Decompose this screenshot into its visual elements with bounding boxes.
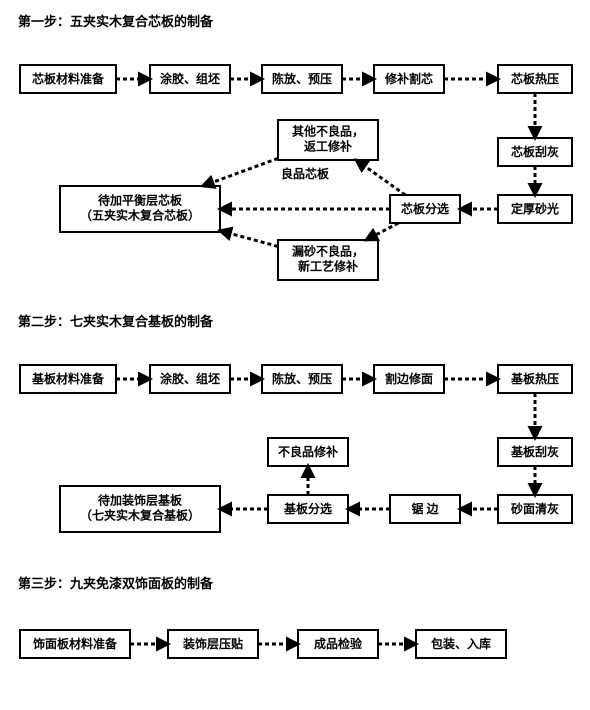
step3-inspect-label: 成品检验	[314, 636, 363, 651]
step1-trim-label: 修补割芯	[384, 71, 433, 86]
step2-title: 第二步：七夹实木复合基板的制备	[18, 314, 214, 329]
step2-prep-label: 基板材料准备	[31, 371, 105, 386]
step2-defect-label: 不良品修补	[278, 444, 338, 459]
step3-prep-label: 饰面板材料准备	[33, 636, 118, 651]
step1-balance-label-0: 待加平衡层芯板	[98, 192, 183, 207]
step3-pack-label: 包装、入库	[430, 636, 491, 651]
step2-sort-label: 基板分选	[283, 501, 332, 516]
step3-title: 第三步：九夹免漆双饰面板的制备	[18, 576, 214, 591]
step1-defect_sand-label-1: 新工艺修补	[298, 258, 358, 273]
step1-arrow-7	[356, 160, 405, 195]
step1-title: 第一步：五夹实木复合芯板的制备	[18, 14, 214, 29]
step1-defect_sand-label-0: 漏砂不良品，	[292, 243, 364, 258]
step1-arrow-11	[220, 231, 278, 247]
step1-balance-label-1: （五夹实木复合芯板）	[80, 207, 200, 222]
step1-arrow-8	[366, 223, 398, 240]
step2-hotpress-label: 基板热压	[510, 371, 559, 386]
step1-good-label: 良品芯板	[281, 166, 330, 181]
step2-prepress-label: 陈放、预压	[272, 371, 332, 386]
step1-sort-label: 芯板分选	[401, 201, 449, 216]
step2-decorate-label-1: （七夹实木复合基板）	[80, 507, 200, 522]
step1-prepress-label: 陈放、预压	[272, 71, 332, 86]
step3-press-label: 装饰层压贴	[182, 636, 243, 651]
step2-decorate-label-0: 待加装饰层基板	[98, 492, 183, 507]
step1-putty-label: 芯板刮灰	[511, 144, 559, 159]
step2-trimface-label: 割边修面	[385, 371, 433, 386]
step1-glue-label: 涂胶、组坯	[160, 71, 220, 86]
step2-glue-label: 涂胶、组坯	[160, 371, 220, 386]
step1-sand-label: 定厚砂光	[511, 201, 559, 216]
step2-saw-label: 锯 边	[411, 501, 439, 516]
step2-putty-label: 基板刮灰	[510, 444, 559, 459]
step1-defect_other-label-0: 其他不良品，	[292, 123, 364, 138]
step1-prep-label: 芯板材料准备	[32, 71, 105, 86]
step1-hotpress-label: 芯板热压	[511, 71, 559, 86]
step2-sandclean-label: 砂面清灰	[510, 501, 559, 516]
step1-arrow-10	[203, 158, 278, 186]
step1-defect_other-label-1: 返工修补	[304, 138, 352, 153]
